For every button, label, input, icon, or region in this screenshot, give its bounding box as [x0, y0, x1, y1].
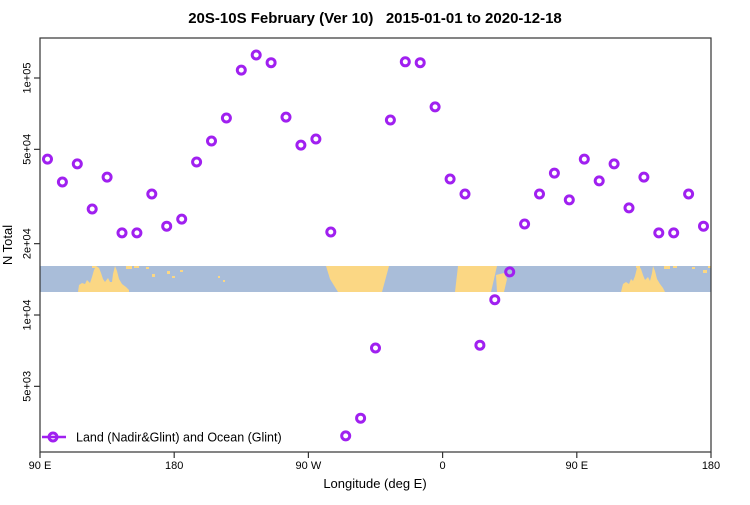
y-axis: 1e+05 5e+04 2e+04 1e+04 5e+03 — [22, 63, 40, 402]
x-axis-title: Longitude (deg E) — [323, 476, 426, 491]
data-point — [146, 188, 158, 200]
data-point — [340, 430, 352, 442]
data-point — [578, 153, 590, 165]
land-fiji — [708, 266, 711, 268]
land-new-guinea — [673, 266, 677, 268]
land-new-guinea — [134, 266, 139, 268]
land-island — [218, 276, 220, 278]
land-island — [152, 274, 155, 277]
y-tick-label: 5e+04 — [22, 134, 34, 165]
legend: Land (Nadir&Glint) and Ocean (Glint) — [42, 431, 282, 445]
data-point — [444, 173, 456, 185]
legend-marker-icon — [47, 431, 59, 443]
land-south-america — [326, 266, 389, 292]
data-point — [414, 57, 426, 69]
land-island — [223, 280, 225, 282]
land-island — [180, 270, 183, 272]
data-points — [42, 49, 709, 442]
data-point — [161, 220, 173, 232]
chart-title: 20S-10S February (Ver 10) 2015-01-01 to … — [188, 10, 562, 27]
x-tick-label: 180 — [165, 460, 183, 472]
data-point — [698, 220, 709, 232]
y-axis-title: N Total — [0, 225, 15, 265]
data-point — [504, 266, 516, 278]
data-point — [563, 194, 575, 206]
data-point — [280, 111, 292, 123]
data-point — [355, 412, 367, 424]
land-madagascar — [496, 273, 507, 292]
land-fiji — [692, 267, 695, 269]
data-point — [638, 171, 650, 183]
data-point — [101, 171, 113, 183]
x-tick-label: 180 — [702, 460, 720, 472]
data-point — [235, 64, 247, 76]
world-map-band — [40, 266, 711, 292]
land-new-guinea — [636, 266, 640, 268]
data-point — [56, 176, 68, 188]
data-point — [206, 135, 217, 147]
data-point — [42, 153, 53, 165]
data-point — [459, 188, 471, 200]
data-point — [220, 112, 232, 124]
data-point — [399, 56, 411, 68]
data-point — [265, 57, 277, 69]
data-point — [310, 133, 322, 145]
land-new-guinea — [664, 266, 670, 269]
y-tick-label: 5e+03 — [22, 371, 34, 402]
land-island — [167, 271, 170, 274]
land-new-guinea — [92, 266, 96, 268]
x-tick-label: 90 E — [29, 460, 52, 472]
plot-border — [39, 37, 712, 453]
data-point — [429, 101, 441, 113]
land-island — [146, 267, 149, 269]
data-point — [384, 114, 396, 126]
data-point — [176, 213, 188, 225]
data-point — [191, 156, 203, 168]
land-africa — [455, 266, 497, 292]
land-australia — [78, 266, 129, 292]
data-point — [86, 203, 98, 215]
y-tick-label: 1e+04 — [22, 300, 34, 331]
x-tick-label: 90 E — [565, 460, 588, 472]
legend-label: Land (Nadir&Glint) and Ocean (Glint) — [76, 431, 282, 445]
land-fiji — [703, 270, 707, 273]
data-point — [668, 227, 680, 239]
data-point — [474, 339, 486, 351]
data-point — [653, 227, 665, 239]
data-point — [593, 175, 605, 187]
y-tick-label: 2e+04 — [22, 228, 34, 259]
data-point — [548, 167, 560, 179]
x-axis: 90 E 180 90 W 0 90 E 180 — [29, 452, 720, 472]
land-island — [172, 276, 175, 278]
data-point — [295, 139, 307, 151]
land-australia-repeat — [621, 266, 665, 292]
data-point — [534, 188, 545, 200]
data-point — [250, 49, 262, 61]
data-point — [623, 202, 635, 214]
y-tick-label: 1e+05 — [22, 63, 34, 94]
data-point — [71, 158, 83, 170]
land-new-guinea — [126, 266, 132, 269]
data-point — [370, 342, 381, 354]
data-point — [608, 158, 620, 170]
x-tick-label: 0 — [440, 460, 446, 472]
x-tick-label: 90 W — [296, 460, 322, 472]
data-point — [683, 188, 695, 200]
data-point — [325, 226, 337, 238]
data-point — [489, 294, 501, 306]
data-point — [116, 227, 128, 239]
data-point — [131, 227, 143, 239]
data-point — [519, 218, 531, 230]
